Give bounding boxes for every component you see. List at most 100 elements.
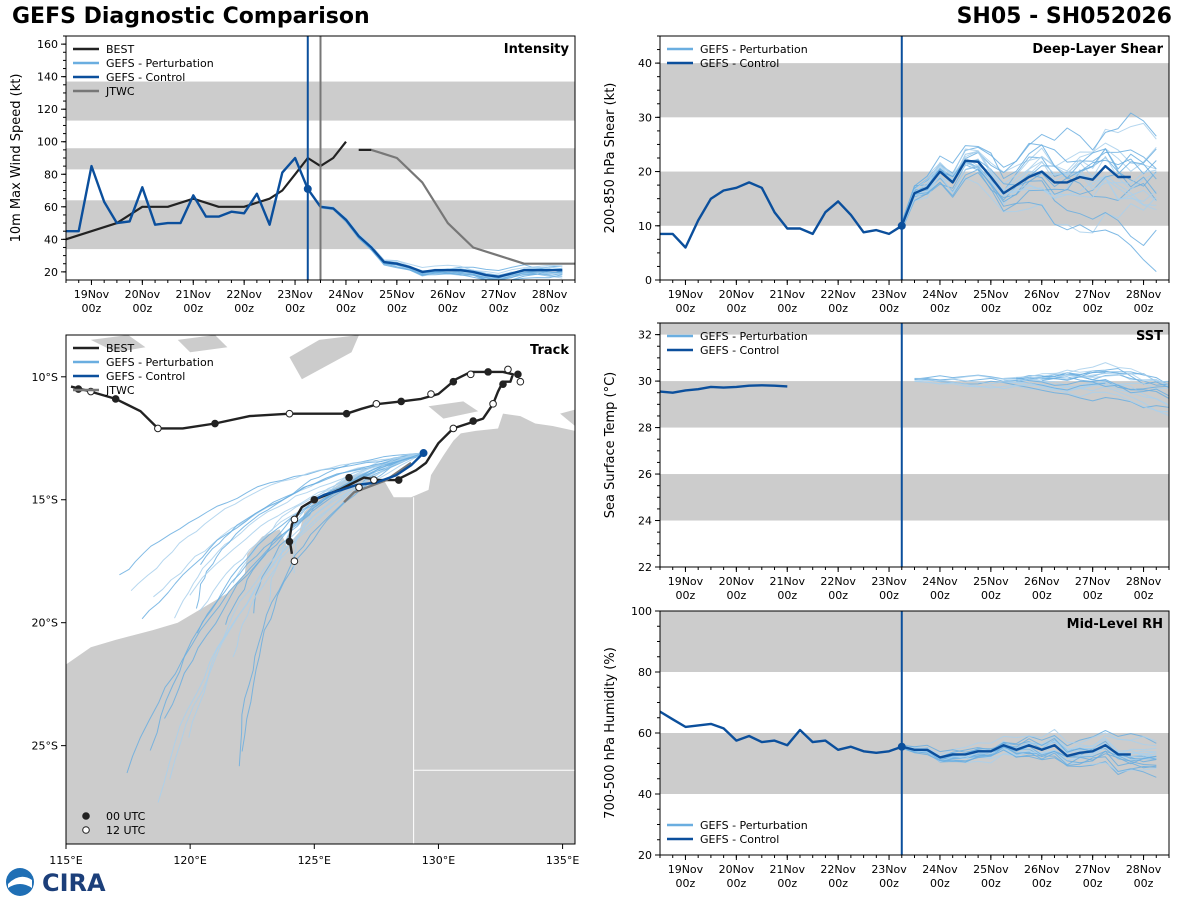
shear-xtick-hour: 00z — [981, 302, 1001, 315]
sst-ytick-label: 24 — [638, 515, 652, 528]
rh-band — [660, 733, 1169, 794]
intensity-xtick-hour: 00z — [82, 302, 102, 315]
intensity-xtick-hour: 00z — [183, 302, 203, 315]
intensity-ytick-label: 40 — [44, 233, 58, 246]
logo-text: CIRA — [42, 869, 106, 897]
sst-perturbation-line — [1028, 377, 1169, 390]
shear-xtick-hour: 00z — [828, 302, 848, 315]
noaa-bird-icon — [8, 876, 32, 888]
track-marker-legend-dot — [82, 826, 90, 834]
track-marker-legend-dot — [82, 812, 90, 820]
sst-xtick-hour: 00z — [676, 589, 696, 602]
sst-ytick-label: 30 — [638, 375, 652, 388]
track-perturbation-line — [119, 452, 424, 576]
sst-legend-label: GEFS - Control — [700, 344, 779, 357]
rh-ytick-label: 100 — [631, 605, 652, 618]
intensity-xtick-day: 27Nov — [481, 288, 517, 301]
best-track-marker — [466, 370, 475, 379]
island-land — [289, 335, 359, 380]
track-perturbation-line — [188, 452, 424, 738]
rh-xtick-hour: 00z — [879, 877, 899, 890]
shear-perturbation-line — [901, 158, 1157, 229]
rh-xtick-day: 21Nov — [770, 863, 806, 876]
intensity-ytick-label: 140 — [37, 71, 58, 84]
best-track-marker — [285, 537, 294, 546]
intensity-xtick-hour: 00z — [387, 302, 407, 315]
track-marker-legend-label: 12 UTC — [106, 824, 146, 837]
intensity-xtick-hour: 00z — [540, 302, 560, 315]
sst-control-line — [660, 384, 788, 394]
track-plot-area — [66, 335, 575, 844]
best-track-marker — [372, 400, 381, 408]
intensity-xtick-day: 22Nov — [226, 288, 262, 301]
track-perturbation-line — [268, 452, 424, 602]
rh-xtick-hour: 00z — [1032, 877, 1052, 890]
sst-perturbation-line — [1041, 374, 1169, 386]
control-track-start-marker — [419, 449, 428, 458]
storm-id: SH05 - SH052026 — [956, 4, 1172, 29]
best-track-marker — [345, 473, 353, 482]
best-track-marker — [111, 395, 120, 403]
best-track-marker — [514, 370, 522, 379]
best-track-marker — [427, 390, 435, 398]
rh-perturbation-line — [901, 745, 1157, 763]
rh-legend-label: GEFS - Perturbation — [700, 819, 808, 832]
intensity-xtick-hour: 00z — [132, 302, 152, 315]
rh-ytick-label: 80 — [638, 666, 652, 679]
shear-ytick-label: 20 — [638, 166, 652, 179]
track-perturbation-line — [164, 452, 424, 719]
rh-xtick-day: 26Nov — [1024, 863, 1060, 876]
track-legend-label: BEST — [106, 342, 134, 355]
shear-legend-label: GEFS - Control — [700, 57, 779, 70]
sst-xtick-hour: 00z — [1032, 589, 1052, 602]
track-perturbation-line — [189, 452, 424, 596]
island-land — [562, 465, 575, 483]
sst-perturbation-line — [914, 377, 1106, 391]
shear-plot-area — [660, 63, 1169, 272]
shear-xtick-day: 24Nov — [922, 288, 958, 301]
sst-panel: 22242628303219Nov00z20Nov00z21Nov00z22No… — [603, 322, 1170, 602]
rh-xtick-day: 20Nov — [719, 863, 755, 876]
shear-xtick-day: 23Nov — [871, 288, 907, 301]
shear-xtick-hour: 00z — [726, 302, 746, 315]
shear-xtick-day: 19Nov — [668, 288, 704, 301]
shear-xtick-day: 26Nov — [1024, 288, 1060, 301]
intensity-ytick-label: 120 — [37, 103, 58, 116]
sst-band — [660, 323, 1169, 335]
best-track-marker — [154, 424, 162, 433]
intensity-xtick-hour: 00z — [336, 302, 356, 315]
intensity-control-line — [66, 156, 563, 278]
control-track-line — [313, 452, 425, 501]
sst-xtick-day: 26Nov — [1024, 575, 1060, 588]
sst-xtick-day: 21Nov — [770, 575, 806, 588]
australia-land — [66, 413, 575, 844]
track-legend-label: GEFS - Control — [106, 370, 185, 383]
best-track-marker — [449, 424, 458, 433]
track-marker-legend-label: 00 UTC — [106, 810, 146, 823]
sst-xtick-day: 23Nov — [871, 575, 907, 588]
rh-xtick-day: 23Nov — [871, 863, 907, 876]
rh-xtick-day: 22Nov — [820, 863, 856, 876]
rh-init-marker — [897, 742, 906, 751]
sst-legend-label: GEFS - Perturbation — [700, 330, 808, 343]
intensity-legend-label: BEST — [106, 43, 134, 56]
island-land — [428, 401, 479, 419]
sst-xtick-hour: 00z — [726, 589, 746, 602]
sst-xtick-hour: 00z — [879, 589, 899, 602]
shear-panel: 01020304019Nov00z20Nov00z21Nov00z22Nov00… — [603, 35, 1170, 315]
track-ytick-label: 10°S — [32, 371, 58, 384]
track-perturbation-line — [199, 452, 424, 612]
best-track-marker — [370, 476, 378, 484]
shear-ytick-label: 30 — [638, 111, 652, 124]
intensity-xtick-day: 26Nov — [430, 288, 466, 301]
intensity-ytick-label: 60 — [44, 201, 58, 214]
shear-perturbation-line — [901, 148, 1157, 230]
best-track-marker — [211, 419, 219, 428]
best-track-marker — [469, 417, 478, 425]
track-ytick-label: 15°S — [32, 494, 58, 507]
track-xtick-label: 130°E — [422, 854, 455, 867]
best-track-marker — [449, 377, 458, 386]
rh-legend-label: GEFS - Control — [700, 833, 779, 846]
sst-ytick-label: 28 — [638, 422, 652, 435]
